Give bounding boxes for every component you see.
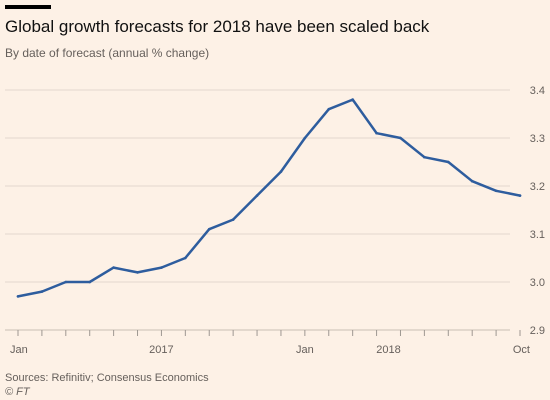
data-point xyxy=(351,98,354,101)
ft-top-rule xyxy=(5,5,51,9)
y-tick-label: 3.4 xyxy=(530,85,545,97)
data-point xyxy=(494,189,498,193)
data-point xyxy=(16,295,20,298)
x-tick-label: 2017 xyxy=(149,344,173,356)
data-point xyxy=(375,131,378,135)
data-point xyxy=(399,136,402,140)
data-point xyxy=(207,227,211,231)
data-point xyxy=(40,290,44,293)
data-point xyxy=(160,266,163,269)
y-tick-label: 3.2 xyxy=(530,181,545,193)
data-point xyxy=(112,266,115,269)
chart-subtitle: By date of forecast (annual % change) xyxy=(5,46,210,60)
data-point xyxy=(279,170,283,173)
x-tick-label: 2018 xyxy=(376,344,400,356)
x-tick-label: Jan xyxy=(10,344,28,356)
data-point xyxy=(64,280,68,284)
x-tick-label: Oct xyxy=(513,344,530,356)
y-tick-label: 3.0 xyxy=(530,277,545,289)
data-point xyxy=(231,218,235,221)
data-point xyxy=(423,155,426,159)
data-point xyxy=(327,107,331,111)
data-point xyxy=(136,271,139,274)
data-point xyxy=(184,256,187,260)
data-point xyxy=(303,136,307,140)
y-tick-label: 2.9 xyxy=(530,325,545,337)
ft-credit: © FT xyxy=(5,386,30,398)
source-note: Sources: Refinitiv; Consensus Economics xyxy=(5,372,209,384)
x-tick-label: Jan xyxy=(296,344,314,356)
chart-title: Global growth forecasts for 2018 have be… xyxy=(5,17,430,36)
data-point xyxy=(518,194,522,197)
y-tick-label: 3.3 xyxy=(530,133,545,145)
data-point xyxy=(88,280,92,284)
data-point xyxy=(446,160,450,164)
y-tick-label: 3.1 xyxy=(530,229,545,241)
data-point xyxy=(255,194,259,197)
series-line xyxy=(16,98,522,298)
data-point xyxy=(470,179,474,183)
